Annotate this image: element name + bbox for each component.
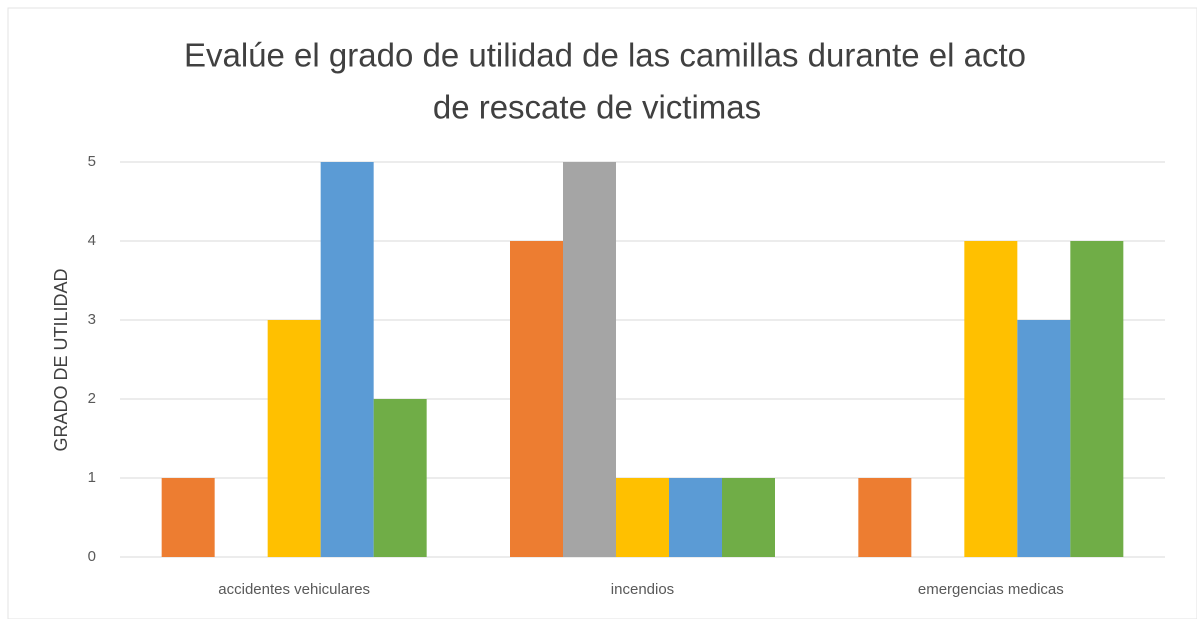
bar [510,241,563,557]
y-tick-label: 3 [88,311,96,328]
x-tick-label: accidentes vehiculares [218,581,370,598]
chart-title: de rescate de victimas [433,89,761,126]
y-axis-label: GRADO DE UTILIDAD [51,268,71,451]
bar [669,478,722,557]
bar [1017,320,1071,557]
bar [722,478,775,557]
chart-title: Evalúe el grado de utilidad de las camil… [184,37,1026,74]
bar [616,478,669,557]
bar [320,162,374,557]
bar [267,320,321,557]
bar [858,478,912,557]
y-tick-label: 2 [88,390,96,407]
y-tick-label: 0 [88,548,96,565]
y-tick-label: 5 [88,153,96,170]
x-tick-label: incendios [611,581,674,598]
bar [563,162,616,557]
y-tick-label: 4 [88,232,96,249]
bar [964,241,1018,557]
y-tick-label: 1 [88,469,96,486]
bar [373,399,427,557]
bar [161,478,215,557]
x-tick-label: emergencias medicas [918,581,1064,598]
bar [1070,241,1124,557]
